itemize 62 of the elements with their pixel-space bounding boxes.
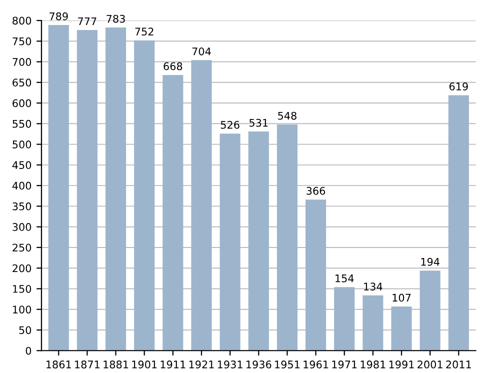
data-label: 619 — [449, 82, 468, 90]
bar — [334, 287, 355, 351]
y-tick-label: 800 — [12, 16, 32, 25]
x-tick-label: 1961 — [304, 360, 328, 368]
x-tick-label: 1981 — [360, 360, 386, 368]
bar — [191, 60, 212, 351]
data-label: 107 — [392, 294, 411, 302]
x-tick-label: 1931 — [218, 360, 242, 368]
bar — [391, 306, 412, 351]
y-tick-label: 150 — [13, 284, 32, 293]
y-tick-label: 500 — [12, 140, 32, 148]
bar — [276, 124, 298, 351]
x-tick-label: 1951 — [275, 360, 300, 368]
y-tick-label: 650 — [12, 78, 32, 87]
x-tick-label: 2001 — [418, 360, 442, 368]
y-tick-label: 0 — [26, 346, 32, 355]
bar — [248, 132, 269, 351]
x-tick-label: 1861 — [46, 360, 71, 368]
y-tick-label: 400 — [12, 182, 32, 190]
y-tick-label: 350 — [12, 202, 32, 210]
bar — [162, 74, 184, 351]
y-tick-label: 450 — [12, 161, 32, 170]
bar — [76, 30, 98, 351]
x-tick-label: 1921 — [189, 360, 214, 368]
data-label: 134 — [364, 282, 382, 291]
data-label: 154 — [336, 274, 354, 282]
data-label: 777 — [78, 17, 96, 26]
y-tick-label: 700 — [12, 58, 32, 66]
data-label: 526 — [220, 120, 240, 129]
bar — [48, 25, 69, 351]
y-tick-label: 600 — [12, 99, 32, 108]
x-tick-label: 1881 — [104, 360, 128, 368]
data-label: 531 — [250, 118, 268, 127]
bar — [105, 28, 126, 351]
data-label: 194 — [421, 258, 440, 266]
y-tick-label: 300 — [12, 223, 32, 231]
data-label: 548 — [278, 112, 296, 120]
bar — [362, 295, 384, 351]
data-label: 366 — [306, 186, 326, 195]
bar — [134, 40, 155, 351]
y-tick-label: 550 — [12, 120, 32, 128]
x-tick-label: 1871 — [75, 360, 100, 368]
data-label: 783 — [106, 14, 125, 23]
bar — [220, 134, 240, 351]
x-tick-label: 1901 — [132, 360, 157, 368]
y-tick-label: 750 — [12, 37, 32, 46]
data-label: 789 — [50, 12, 68, 20]
x-tick-label: 2011 — [446, 360, 471, 368]
x-tick-label: 1971 — [332, 360, 357, 368]
bar — [448, 95, 469, 351]
y-tick-label: 100 — [13, 306, 32, 314]
data-label: 752 — [135, 28, 154, 36]
x-tick-label: 1991 — [389, 360, 414, 368]
y-tick-label: 200 — [12, 264, 32, 272]
y-tick-label: 50 — [19, 326, 32, 334]
x-tick-label: 1936 — [246, 360, 272, 368]
x-tick-label: 1911 — [160, 360, 186, 368]
bar — [306, 200, 326, 351]
bar — [420, 270, 440, 351]
y-tick-label: 250 — [12, 244, 32, 252]
data-label: 704 — [192, 47, 211, 56]
data-label: 668 — [164, 62, 182, 70]
